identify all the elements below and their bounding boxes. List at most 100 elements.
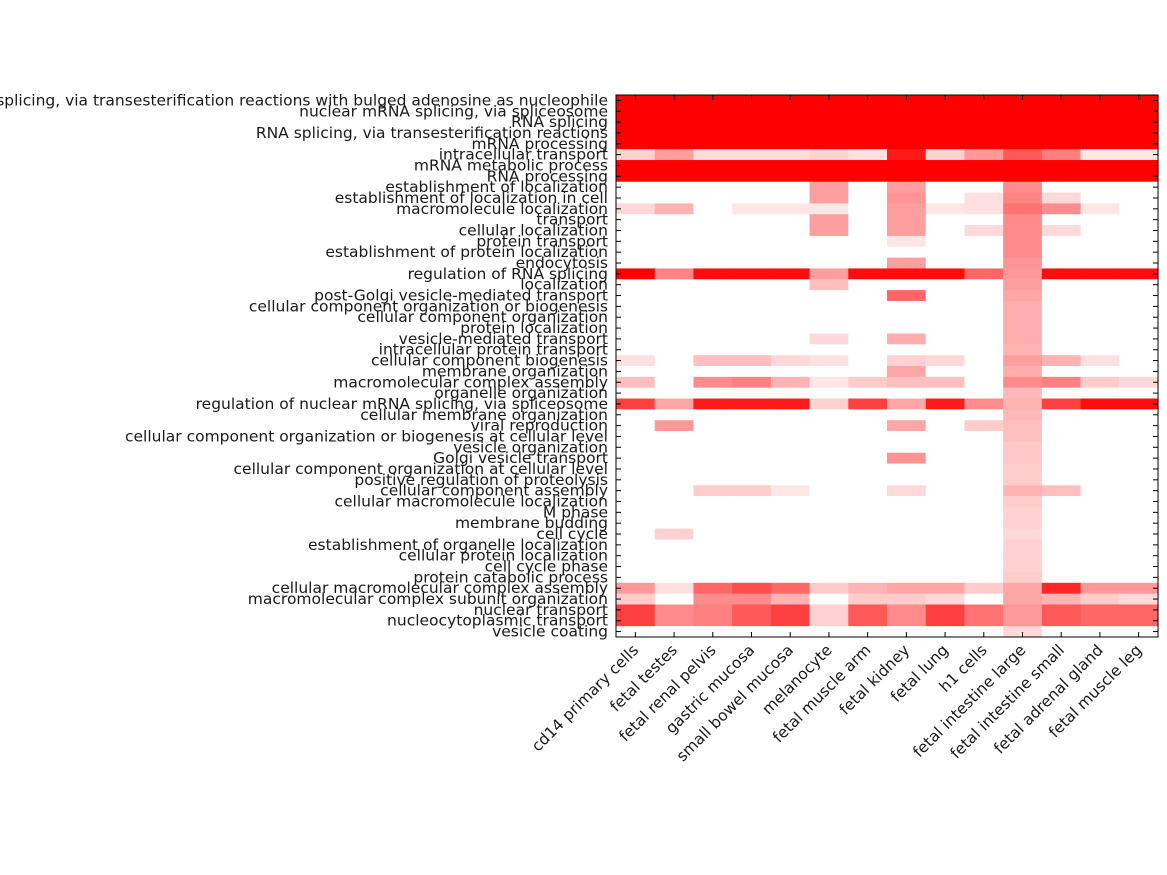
- heatmap-cell: [887, 116, 927, 129]
- heatmap-cell: [732, 593, 772, 606]
- heatmap-cell: [809, 279, 849, 291]
- heatmap-cell: [616, 582, 656, 595]
- heatmap-cell: [693, 181, 733, 194]
- heatmap-cell: [809, 214, 849, 226]
- heatmap-cell: [616, 539, 656, 551]
- heatmap-cell: [1041, 300, 1082, 313]
- heatmap-cell: [1003, 452, 1043, 465]
- y-tick-label: macromolecule localization: [396, 200, 608, 218]
- heatmap-cell: [1041, 593, 1082, 606]
- heatmap-cell: [925, 550, 966, 562]
- y-tick-label: cellular macromolecular complex assembly: [272, 579, 608, 597]
- heatmap-cell: [809, 593, 849, 606]
- heatmap-cell: [848, 105, 888, 118]
- heatmap-cell: [770, 376, 811, 389]
- heatmap-cell: [616, 214, 656, 226]
- heatmap-cell: [616, 441, 656, 454]
- heatmap-cell: [693, 203, 733, 215]
- heatmap-cell: [693, 355, 733, 367]
- heatmap-cell: [809, 517, 849, 530]
- y-tick-label: membrane budding: [455, 514, 608, 532]
- heatmap-cell: [887, 517, 927, 530]
- y-tick-label: nuclear transport: [474, 601, 608, 619]
- heatmap-cell: [732, 300, 772, 313]
- y-tick-label: nucleocytoplasmic transport: [387, 612, 608, 630]
- y-tick-label: localization: [520, 276, 608, 294]
- heatmap-cell: [732, 333, 772, 345]
- heatmap-cell: [616, 431, 656, 443]
- heatmap-cell: [809, 582, 849, 595]
- heatmap-cell: [1080, 268, 1120, 280]
- heatmap-cell: [809, 550, 849, 562]
- heatmap-cell: [1080, 257, 1120, 270]
- heatmap-cell: [809, 290, 849, 302]
- heatmap-cell: [616, 463, 656, 475]
- heatmap-cell: [654, 496, 695, 508]
- heatmap-cell: [1003, 485, 1043, 497]
- heatmap-cell: [732, 539, 772, 551]
- heatmap-cell: [693, 506, 733, 519]
- heatmap-cell: [848, 225, 888, 237]
- heatmap-cell: [887, 268, 927, 280]
- heatmap-cell: [1041, 463, 1082, 475]
- heatmap-cell: [925, 214, 966, 226]
- heatmap-cell: [1041, 409, 1082, 421]
- heatmap-cell: [616, 181, 656, 194]
- heatmap-cell: [616, 615, 656, 627]
- heatmap-cell: [1003, 539, 1043, 551]
- heatmap-cell: [887, 485, 927, 497]
- heatmap-cell: [887, 366, 927, 378]
- heatmap-cell: [964, 355, 1004, 367]
- heatmap-cell: [925, 333, 966, 345]
- heatmap-cell: [809, 420, 849, 432]
- y-tick-label: RNA splicing, via transesterification re…: [256, 124, 608, 142]
- heatmap-cell: [616, 149, 656, 161]
- heatmap-cell: [732, 506, 772, 519]
- heatmap-cell: [964, 550, 1004, 562]
- heatmap-cell: [848, 170, 888, 183]
- heatmap-cell: [1041, 431, 1082, 443]
- heatmap-cell: [1080, 203, 1120, 215]
- heatmap-cell: [848, 214, 888, 226]
- heatmap-cell: [693, 528, 733, 541]
- heatmap-cell: [1003, 344, 1043, 356]
- heatmap-cell: [848, 160, 888, 172]
- heatmap-cell: [964, 160, 1004, 172]
- heatmap-cell: [693, 127, 733, 139]
- heatmap-cell: [616, 452, 656, 465]
- heatmap-cell: [1003, 474, 1043, 486]
- heatmap-cell: [770, 322, 811, 335]
- heatmap-cell: [693, 246, 733, 259]
- heatmap-cell: [964, 257, 1004, 270]
- heatmap-cell: [654, 463, 695, 475]
- heatmap-cell: [1003, 214, 1043, 226]
- heatmap-cell: [964, 235, 1004, 248]
- heatmap-cell: [1080, 626, 1120, 638]
- heatmap-cell: [1041, 235, 1082, 248]
- heatmap-cell: [1119, 387, 1159, 400]
- heatmap-cell: [693, 431, 733, 443]
- heatmap-cell: [925, 626, 966, 638]
- heatmap-cell: [1080, 550, 1120, 562]
- heatmap-cell: [964, 496, 1004, 508]
- heatmap-cell: [1003, 322, 1043, 335]
- heatmap-cell: [654, 127, 695, 139]
- heatmap-cell: [887, 431, 927, 443]
- heatmap-cell: [654, 409, 695, 421]
- heatmap-cell: [1003, 300, 1043, 313]
- heatmap-cell: [887, 452, 927, 465]
- heatmap-cell: [654, 203, 695, 215]
- y-tick-label: cellular macromolecule localization: [334, 493, 608, 511]
- heatmap-cell: [887, 539, 927, 551]
- heatmap-cell: [732, 203, 772, 215]
- heatmap-cell: [848, 517, 888, 530]
- heatmap-cell: [887, 257, 927, 270]
- heatmap-cell: [887, 409, 927, 421]
- heatmap-cell: [964, 214, 1004, 226]
- heatmap-cell: [809, 366, 849, 378]
- heatmap-cell: [809, 561, 849, 573]
- heatmap-cell: [1080, 571, 1120, 584]
- y-tick-label: membrane organization: [422, 362, 608, 380]
- heatmap-cell: [809, 615, 849, 627]
- heatmap-cell: [1003, 420, 1043, 432]
